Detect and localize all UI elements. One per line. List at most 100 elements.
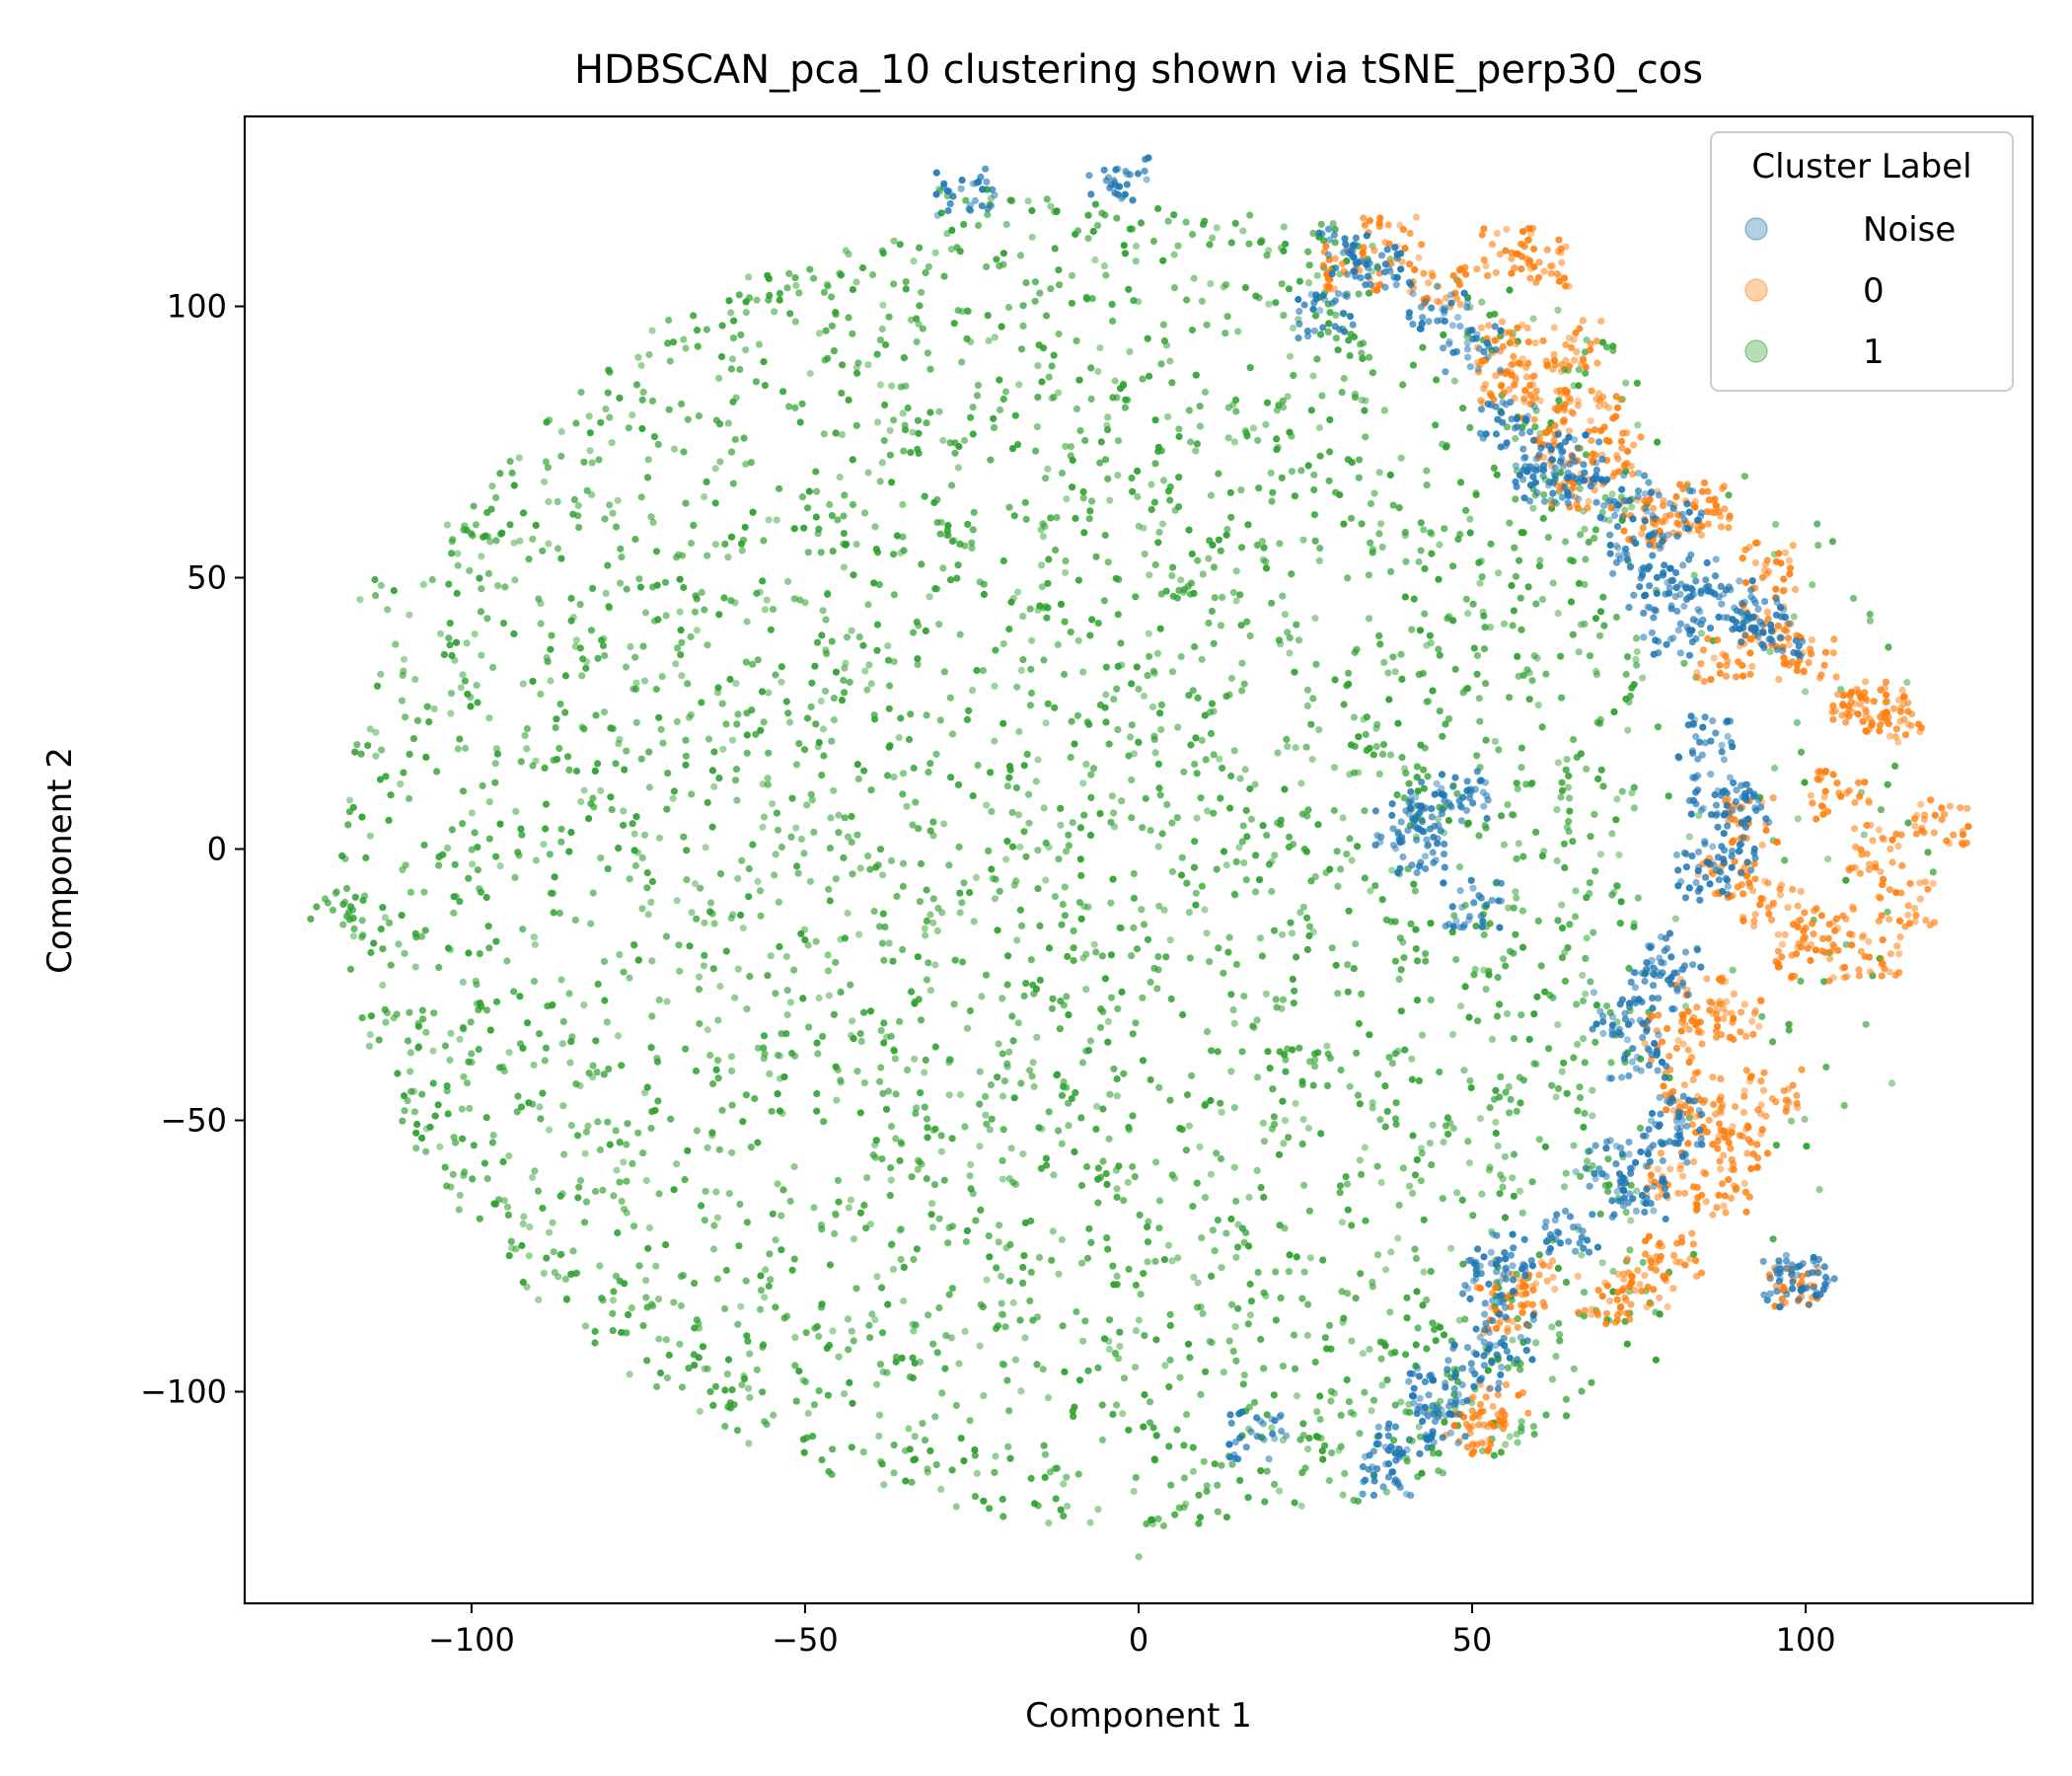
data-point: [453, 589, 461, 598]
data-point: [1140, 921, 1148, 928]
data-point: [1043, 195, 1051, 203]
data-point: [1380, 658, 1388, 667]
data-point: [1549, 579, 1557, 587]
data-point: [1293, 621, 1300, 629]
data-point: [847, 981, 854, 989]
data-point: [1516, 1187, 1523, 1195]
data-point: [1488, 1227, 1496, 1235]
data-point: [1839, 912, 1847, 920]
data-point: [1512, 434, 1519, 443]
data-point: [1160, 906, 1168, 914]
data-point: [784, 577, 792, 586]
data-point: [1286, 833, 1294, 841]
data-point: [1234, 1304, 1242, 1312]
data-point: [651, 1106, 659, 1114]
data-point: [1105, 1135, 1113, 1143]
data-point: [1249, 424, 1257, 432]
data-point: [1480, 966, 1488, 974]
data-point: [1160, 1256, 1168, 1264]
data-point: [1040, 1442, 1048, 1449]
data-point: [860, 1201, 868, 1210]
data-point: [896, 241, 904, 249]
data-point: [1530, 245, 1538, 253]
data-point: [351, 893, 359, 901]
data-point: [567, 829, 575, 837]
data-point: [676, 575, 684, 583]
data-point: [647, 1124, 655, 1133]
data-point: [508, 469, 516, 477]
data-point: [1614, 404, 1622, 411]
data-point: [1533, 993, 1541, 1000]
data-point: [1255, 876, 1264, 884]
data-point: [1464, 610, 1472, 618]
data-point: [1722, 672, 1731, 680]
data-point: [370, 939, 378, 947]
data-point: [870, 711, 878, 719]
data-point: [1114, 437, 1123, 445]
data-point: [729, 480, 737, 487]
data-point: [691, 1280, 699, 1288]
data-point: [1120, 1197, 1128, 1205]
data-point: [1290, 1331, 1298, 1339]
data-point: [1206, 708, 1214, 716]
data-point: [860, 1078, 869, 1086]
data-point: [1423, 641, 1431, 649]
data-point: [1505, 1082, 1513, 1091]
data-point: [940, 668, 949, 676]
data-point: [1326, 448, 1334, 456]
data-point: [1319, 1455, 1327, 1463]
data-point: [517, 758, 525, 766]
data-point: [813, 1107, 821, 1115]
data-point: [585, 1070, 593, 1077]
data-point: [1904, 819, 1912, 827]
data-point: [943, 230, 951, 238]
data-point: [1226, 488, 1234, 496]
data-point: [1043, 614, 1051, 622]
data-point: [800, 1448, 808, 1456]
data-point: [1892, 889, 1900, 897]
data-point: [1950, 831, 1958, 839]
data-point: [1157, 701, 1165, 709]
data-point: [1665, 1052, 1673, 1061]
data-point: [1227, 772, 1235, 780]
data-point: [817, 697, 825, 705]
data-point: [1114, 1004, 1122, 1013]
data-point: [1382, 916, 1390, 924]
data-point: [1320, 237, 1328, 245]
data-point: [1148, 703, 1156, 711]
data-point: [1575, 648, 1583, 656]
data-point: [648, 877, 657, 886]
data-point: [1630, 441, 1638, 449]
data-point: [996, 1221, 1003, 1229]
data-point: [937, 1147, 946, 1155]
data-point: [1723, 998, 1731, 1005]
data-point: [1293, 953, 1300, 961]
data-point: [558, 1040, 566, 1048]
data-point: [1749, 887, 1757, 895]
data-point: [1214, 1508, 1221, 1516]
data-point: [587, 799, 595, 808]
data-point: [1069, 819, 1076, 827]
data-point: [1416, 627, 1425, 634]
data-point: [1104, 413, 1112, 421]
data-point: [1175, 432, 1183, 441]
data-point: [1101, 211, 1109, 219]
data-point: [709, 965, 717, 973]
data-point: [1311, 537, 1319, 545]
data-point: [1881, 965, 1888, 973]
data-point: [713, 1214, 722, 1221]
data-point: [955, 1360, 963, 1368]
data-point: [683, 847, 691, 854]
data-point: [1168, 1257, 1176, 1265]
data-point: [1016, 1316, 1024, 1324]
data-point: [879, 910, 887, 918]
data-point: [856, 1209, 865, 1217]
data-point: [828, 512, 837, 520]
data-point: [606, 501, 614, 509]
data-point: [1697, 1029, 1705, 1037]
data-point: [1794, 815, 1802, 823]
data-point: [1328, 944, 1336, 952]
data-point: [1205, 555, 1213, 562]
data-point: [792, 761, 801, 769]
data-point: [1503, 225, 1511, 234]
